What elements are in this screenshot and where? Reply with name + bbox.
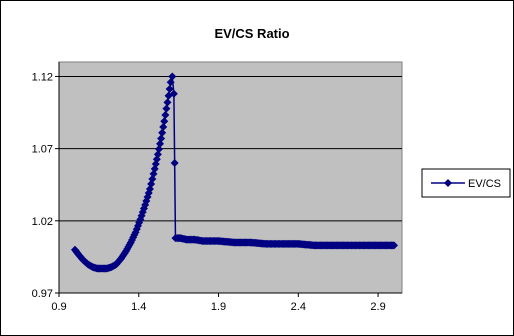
data-point [169,89,178,98]
legend-label: EV/CS [468,178,501,190]
data-point [154,145,163,154]
data-point [161,110,170,119]
legend: EV/CS [421,168,511,198]
data-point [390,241,399,250]
x-tick-label: 2.9 [370,301,385,313]
data-point [158,128,167,137]
plot-area [58,61,403,294]
data-point [160,117,169,126]
data-point [166,78,175,87]
data-point [159,122,168,131]
axis-layer: 0.97 1.02 1.07 1.12 0.9 1.4 1.9 2.4 2.9 [32,62,402,313]
data-point [170,159,179,168]
data-point [156,139,165,148]
y-tick-label: 1.02 [32,216,53,228]
y-tick-label: 0.97 [32,288,53,300]
data-point [162,104,171,113]
chart-title: EV/CS Ratio [214,26,289,41]
x-tick-label: 0.9 [51,301,66,313]
y-tick-label: 1.12 [32,71,53,83]
data-point [168,72,177,81]
data-point [157,134,166,143]
data-point [165,84,174,93]
legend-marker [444,179,452,187]
data-point [153,150,162,159]
series-layer [70,72,399,273]
x-tick-label: 1.9 [211,301,226,313]
x-tick-label: 2.4 [291,301,306,313]
y-tick-label: 1.07 [32,144,53,156]
x-tick-label: 1.4 [131,301,146,313]
data-point [163,98,172,107]
